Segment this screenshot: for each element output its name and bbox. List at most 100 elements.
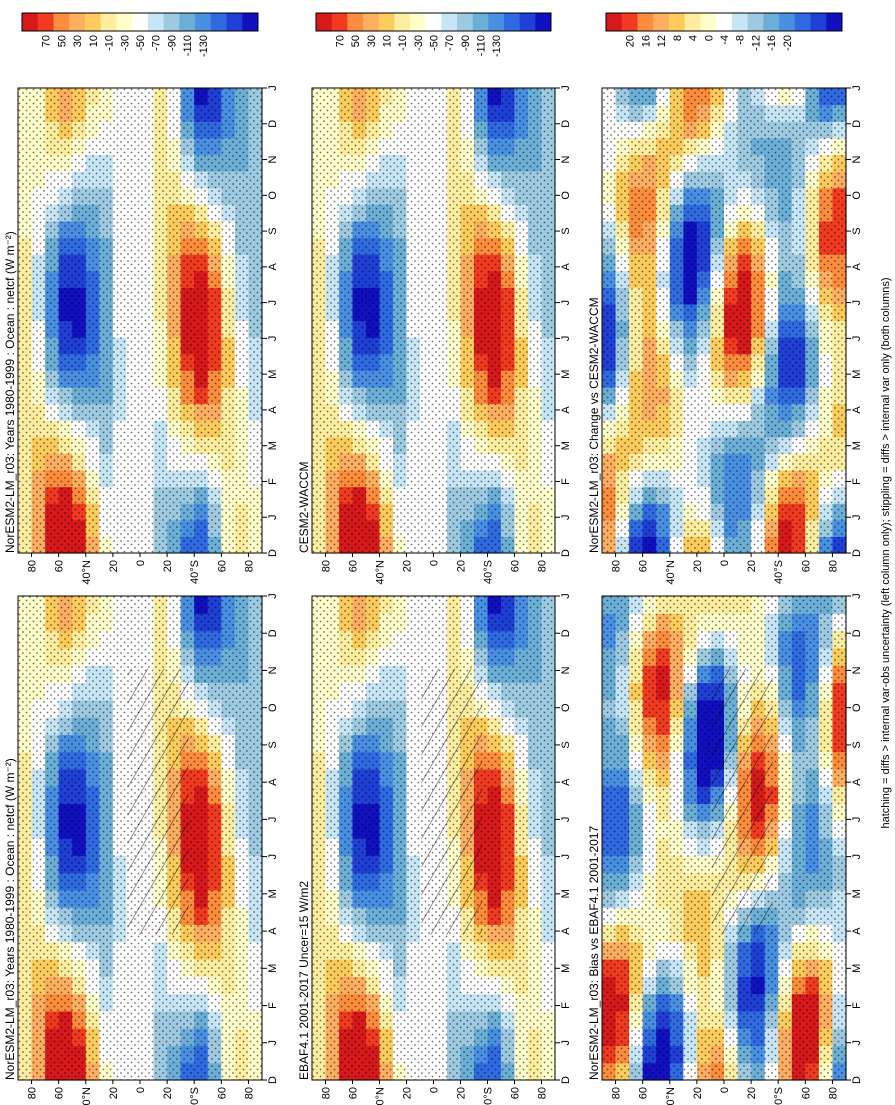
x-tick-label: A	[560, 406, 572, 414]
x-tick-label: J	[851, 817, 863, 823]
colorbar-swatch	[100, 13, 117, 31]
colorbar-swatch	[242, 13, 259, 31]
colorbar-label: -8	[735, 35, 747, 45]
x-tick-label: A	[267, 927, 279, 935]
y-tick-label: 80	[321, 560, 333, 572]
x-tick-label: J	[267, 593, 279, 599]
x-tick-label: J	[851, 593, 863, 599]
colorbar-swatch	[179, 13, 196, 31]
x-tick-label: O	[267, 703, 279, 712]
colorbar-label: -30	[119, 35, 131, 51]
stippling-overlay	[18, 88, 262, 553]
panel-1: D J F M A M J J A S O N D J 80 60 40°N 20 0 20 40°S 60 80 NorES…	[3, 85, 279, 584]
y-tick-label: 20	[402, 560, 414, 572]
y-tick-label: 0	[429, 1087, 441, 1093]
y-tick-label: 40°N	[665, 1087, 677, 1105]
x-tick-label: O	[560, 703, 572, 712]
x-tick-label: M	[851, 441, 863, 450]
x-tick-label: J	[560, 336, 572, 342]
panel-title: NorESM2-LM_r03: Bias vs EBAF4.1 2001-201…	[587, 826, 601, 1080]
panel-title: NorESM2-LM_r03: Years 1980-1999 : Ocean …	[3, 231, 17, 553]
y-tick-label: 80	[827, 1087, 839, 1099]
colorbar-swatch	[210, 13, 228, 31]
x-tick-label: M	[267, 889, 279, 898]
y-tick-label: 80	[537, 1087, 549, 1099]
colorbar-label: -30	[413, 35, 425, 51]
colorbar-swatch	[347, 13, 364, 31]
y-tick-label: 40°S	[773, 1087, 785, 1105]
panel-title: NorESM2-LM_r03: Years 1980-1999 : Ocean …	[3, 758, 17, 1080]
x-tick-label: N	[851, 666, 863, 674]
y-tick-label: 80	[611, 1087, 623, 1099]
x-tick-label: D	[560, 120, 572, 128]
colorbar-swatch	[684, 13, 701, 31]
y-tick-label: 40°N	[81, 1087, 93, 1105]
x-tick-label: M	[267, 370, 279, 379]
colorbar-frame	[605, 12, 843, 32]
x-tick-label: A	[560, 778, 572, 786]
x-tick-label: A	[851, 406, 863, 414]
x-tick-label: J	[851, 854, 863, 860]
y-tick-label: 20	[456, 1087, 468, 1099]
x-tick-label: F	[851, 1002, 863, 1009]
y-tick-label: 60	[54, 560, 66, 572]
colorbar-swatch	[472, 13, 489, 31]
y-tick-label: 40°S	[483, 560, 495, 584]
y-tick-label: 20	[108, 1087, 120, 1099]
colorbar-label: 0	[703, 35, 715, 41]
x-tick-label: M	[560, 889, 572, 898]
colorbar-label: 20	[625, 35, 637, 47]
colorbar-label: -110	[182, 35, 194, 56]
colorbar-label: 50	[56, 35, 68, 47]
colorbar-swatch	[84, 13, 102, 31]
colorbar-swatch	[779, 13, 796, 31]
x-tick-label: D	[851, 549, 863, 557]
colorbar-label: 70	[335, 35, 347, 47]
y-tick-label: 20	[108, 560, 120, 572]
colorbar-label: 4	[688, 35, 700, 41]
colorbar-swatch	[794, 13, 812, 31]
x-tick-label: J	[267, 514, 279, 520]
x-tick-label: F	[267, 478, 279, 485]
x-tick-label: A	[560, 263, 572, 271]
x-tick-label: F	[560, 1002, 572, 1009]
x-tick-label: J	[267, 1040, 279, 1046]
colorbar-swatch	[700, 13, 717, 31]
colorbar-label: 30	[72, 35, 84, 47]
colorbar-swatch	[132, 13, 149, 31]
x-tick-label: D	[267, 629, 279, 637]
x-tick-label: J	[851, 336, 863, 342]
panel-5: D J F M A M J J A S O N D J 80 60 40°N 20 0 20 40°S 60 80 NorES…	[587, 85, 863, 584]
x-tick-label: O	[851, 191, 863, 200]
x-tick-label: J	[560, 593, 572, 599]
x-tick-label: O	[267, 191, 279, 200]
x-tick-label: S	[851, 227, 863, 234]
x-tick-label: M	[267, 964, 279, 973]
colorbar-frame	[21, 12, 259, 32]
y-tick-label: 60	[638, 1087, 650, 1099]
colorbar-swatch	[653, 13, 670, 31]
y-tick-label: 60	[510, 1087, 522, 1099]
x-tick-label: A	[851, 778, 863, 786]
x-tick-label: N	[560, 666, 572, 674]
x-tick-label: O	[851, 703, 863, 712]
colorbar-swatch	[316, 13, 333, 31]
colorbar-swatch	[394, 13, 411, 31]
y-tick-label: 0	[429, 560, 441, 566]
x-tick-label: J	[851, 85, 863, 91]
hatching-overlay	[711, 668, 773, 935]
colorbar-swatch	[147, 13, 165, 31]
colorbar-swatch	[826, 13, 843, 31]
x-tick-label: J	[560, 300, 572, 306]
y-tick-label: 0	[135, 1087, 147, 1093]
colorbar-swatch	[69, 13, 86, 31]
panel-title: CESM2-WACCM	[297, 461, 311, 553]
stippling-overlay	[602, 88, 846, 553]
colorbar-label: -10	[397, 35, 409, 51]
panel-3: D J F M A M J J A S O N D J 80 60 40°N 20 0 20 40°S 60 80 CESM2…	[297, 85, 572, 584]
x-tick-label: A	[267, 778, 279, 786]
colorbar-swatch	[731, 13, 749, 31]
y-tick-label: 0	[719, 560, 731, 566]
y-tick-label: 40°S	[483, 1087, 495, 1105]
